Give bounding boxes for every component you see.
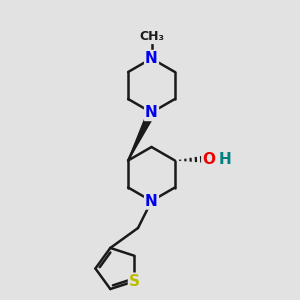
Text: N: N — [145, 194, 158, 208]
Text: N: N — [145, 51, 158, 66]
Text: H: H — [219, 152, 231, 166]
Text: N: N — [145, 105, 158, 120]
Text: CH₃: CH₃ — [139, 30, 164, 43]
Text: O: O — [202, 152, 215, 166]
Text: S: S — [129, 274, 140, 289]
Polygon shape — [128, 111, 155, 160]
